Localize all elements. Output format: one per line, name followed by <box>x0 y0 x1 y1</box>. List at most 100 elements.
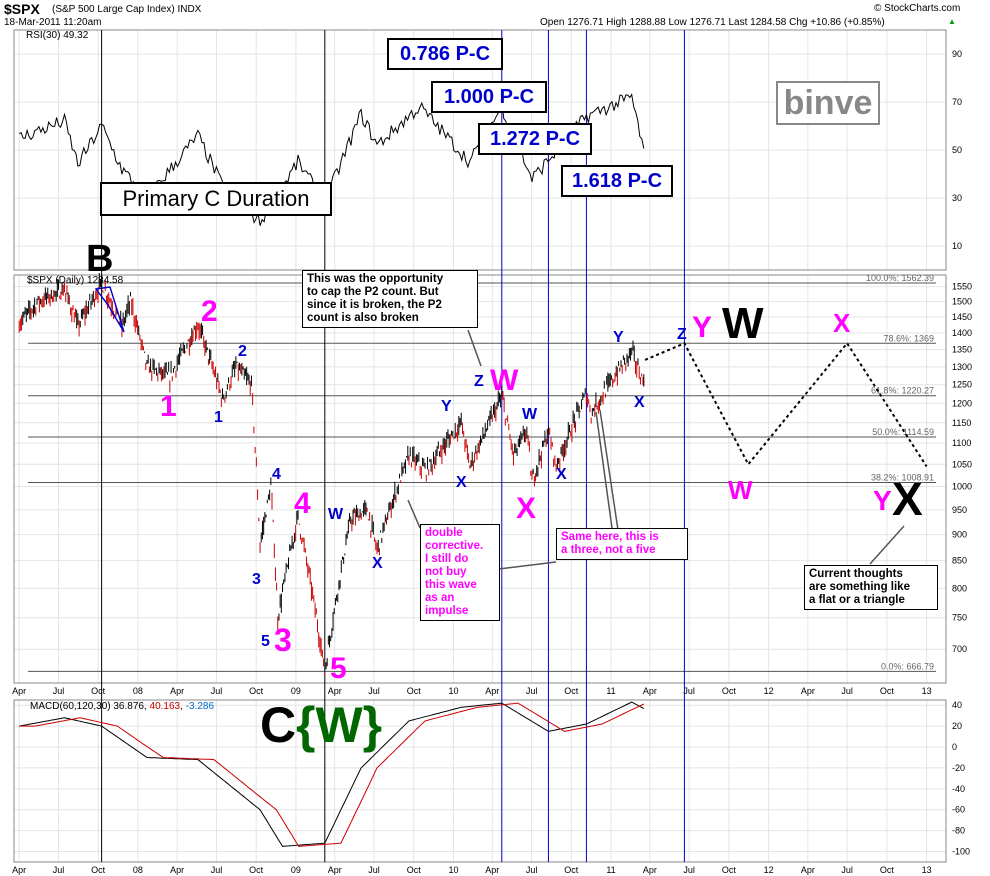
wave-label-big-W: W <box>722 299 764 348</box>
fib-label-0: 100.0%: 1562.39 <box>866 273 934 283</box>
note-double-corrective-line-5: this wave <box>425 579 477 591</box>
macd-tick-6: -80 <box>952 826 965 836</box>
wave-label-minor-4: 4 <box>272 466 281 483</box>
projection <box>644 341 928 467</box>
macd-tick-1: 20 <box>952 721 962 731</box>
note-same-here-line-2: a three, not a five <box>561 544 656 556</box>
price-tick-7: 1200 <box>952 398 972 408</box>
wave-label-B: B <box>86 238 114 280</box>
callout-arrow-4 <box>599 409 619 531</box>
x-tick-price-13: Jul <box>526 686 538 696</box>
callout-arrow-5 <box>869 525 905 565</box>
price-tick-13: 900 <box>952 530 967 540</box>
x-tick-macd-10: Oct <box>407 865 422 875</box>
x-tick-macd-5: Jul <box>211 865 223 875</box>
x-tick-macd-2: Oct <box>91 865 106 875</box>
note-opportunity: This was the opportunity to cap the P2 c… <box>302 270 478 328</box>
macd-value-1: 36.876 <box>113 701 144 712</box>
price-tick-10: 1050 <box>952 459 972 469</box>
note-double-corrective-line-1: double <box>425 527 463 539</box>
macd-value-2: 40.163 <box>149 701 181 712</box>
projection-line <box>644 341 928 467</box>
note-double-corrective-line-4: not buy <box>425 566 467 578</box>
rsi-tick-2: 50 <box>952 145 962 155</box>
note-opportunity-line-1: This was the opportunity <box>307 273 444 285</box>
rsi-tick-4: 10 <box>952 241 962 251</box>
macd-line <box>19 701 645 847</box>
wave-label-primary-X-2012: X <box>833 308 851 338</box>
x-tick-price-8: Apr <box>328 686 342 696</box>
price-tick-2: 1450 <box>952 312 972 322</box>
wave-label-minor-Y-2011: Y <box>613 329 624 346</box>
fib-box-1000: 1.000 P-C <box>431 81 547 113</box>
note-current-thoughts: Current thoughts are something like a fl… <box>804 565 938 610</box>
x-tick-price-22: Oct <box>880 686 895 696</box>
macd-signal-line <box>19 702 645 847</box>
note-double-corrective-line-2: corrective. <box>425 540 484 552</box>
fib-label-3: 50.0%: 1114.59 <box>872 427 934 437</box>
x-tick-macd-0: Apr <box>12 865 26 875</box>
watermark-binve: binve <box>776 81 880 125</box>
wave-label-minor-3: 3 <box>252 571 261 588</box>
wave-label-C: C <box>260 697 297 753</box>
macd-tick-5: -60 <box>952 805 965 815</box>
chart-credit: © StockCharts.com <box>874 3 961 14</box>
x-tick-macd-6: Oct <box>249 865 264 875</box>
price-tick-4: 1350 <box>952 345 972 355</box>
price-tick-16: 750 <box>952 613 967 623</box>
price-tick-5: 1300 <box>952 362 972 372</box>
macd-tick-2: 0 <box>952 742 957 752</box>
wave-label-big-X: X <box>892 473 923 525</box>
callout-arrow-3 <box>595 411 613 529</box>
rsi-tick-3: 30 <box>952 193 962 203</box>
b-wave-triangle <box>94 286 125 333</box>
price-tick-12: 950 <box>952 505 967 515</box>
note-double-corrective: double corrective. I still do not buy th… <box>420 524 500 621</box>
price-tick-0: 1550 <box>952 282 972 292</box>
wave-label-minor-X-2011: X <box>634 394 645 411</box>
x-tick-price-6: Oct <box>249 686 264 696</box>
wave-label-primary-1: 1 <box>160 390 177 423</box>
note-double-corrective-line-7: impulse <box>425 605 469 617</box>
callout-arrow-1 <box>407 499 421 529</box>
price-tick-3: 1400 <box>952 328 972 338</box>
price-tick-1: 1500 <box>952 297 972 307</box>
x-tick-macd-8: Apr <box>328 865 342 875</box>
x-tick-macd-1: Jul <box>53 865 65 875</box>
x-tick-price-15: 11 <box>606 686 615 696</box>
wave-label-minor-2: 2 <box>238 343 247 360</box>
x-tick-macd-19: 12 <box>764 865 774 875</box>
callout-arrow-0 <box>467 329 482 367</box>
panel-frame-rsi <box>13 29 947 271</box>
callout-arrows <box>407 329 905 571</box>
x-tick-price-11: 10 <box>448 686 458 696</box>
x-tick-price-14: Oct <box>564 686 579 696</box>
macd-label-name: MACD(60,120,30) <box>30 701 111 712</box>
price-tick-8: 1150 <box>952 418 971 428</box>
price-panel <box>18 272 645 677</box>
x-tick-macd-4: Apr <box>170 865 184 875</box>
macd-value-3: -3.286 <box>185 701 215 712</box>
note-double-corrective-line-6: as an <box>425 592 455 604</box>
wave-label-minor-5: 5 <box>261 633 270 650</box>
x-tick-price-5: Jul <box>211 686 223 696</box>
callout-arrow-2 <box>489 561 557 571</box>
ohlc-values: Open 1276.71 High 1288.88 Low 1276.71 La… <box>540 17 885 28</box>
x-tick-macd-13: Jul <box>526 865 538 875</box>
x-tick-price-7: 09 <box>291 686 301 696</box>
x-tick-macd-3: 08 <box>133 865 143 875</box>
x-tick-price-9: Jul <box>368 686 380 696</box>
fib-label-1: 78.6%: 1369 <box>883 333 934 343</box>
macd-tick-0: 40 <box>952 700 962 710</box>
wave-label-primary-Y-2013: Y <box>873 485 892 516</box>
price-tick-15: 800 <box>952 583 967 593</box>
note-opportunity-line-4: count is also broken <box>307 312 419 324</box>
axis-ticks: Apr Apr Jul Jul Oct Oct 08 08 Apr Apr Jul Jul Oct Oct… <box>12 49 972 875</box>
panel-frames <box>13 29 947 863</box>
rsi-tick-0: 90 <box>952 49 962 59</box>
x-tick-price-12: Apr <box>485 686 499 696</box>
rsi-tick-1: 70 <box>952 97 962 107</box>
duration-box: Primary C Duration <box>100 182 332 216</box>
fib-levels: 100.0%: 1562.39 78.6%: 1369 61.8%: 1220.27… <box>28 273 936 672</box>
x-tick-price-2: Oct <box>91 686 106 696</box>
